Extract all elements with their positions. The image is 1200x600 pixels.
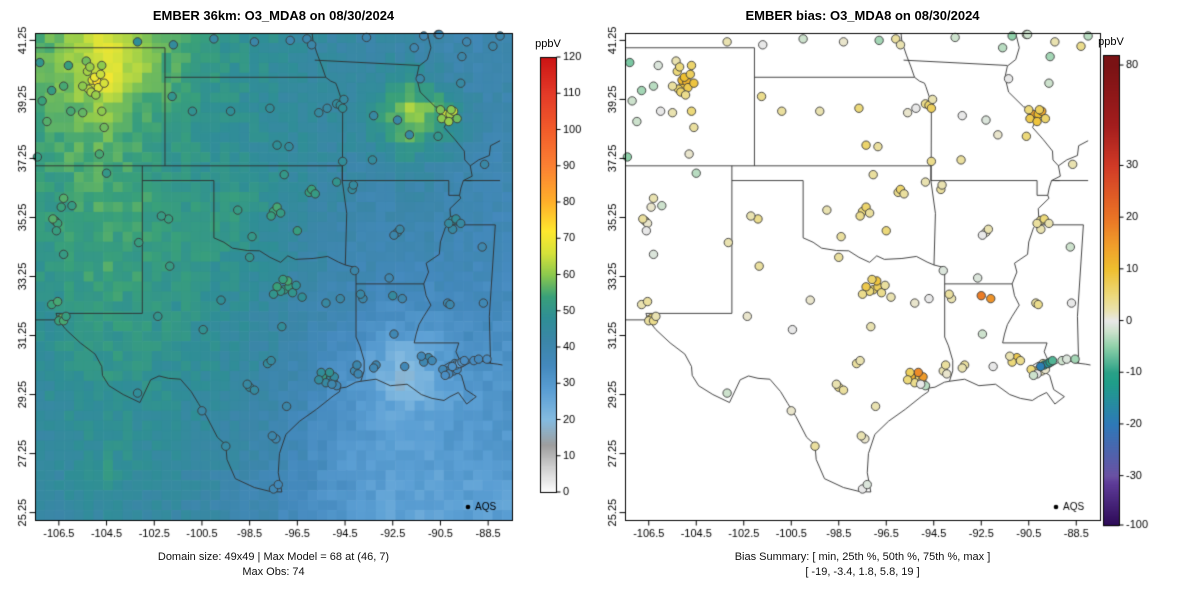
bias-colorbar-unit-label: ppbV xyxy=(1098,36,1124,48)
bias-caption-line2: [ -19, -3.4, 1.8, 5.8, 19 ] xyxy=(805,566,920,578)
model-caption-line2: Max Obs: 74 xyxy=(242,566,305,578)
model-caption-line1: Domain size: 49x49 | Max Model = 68 at (… xyxy=(157,551,390,563)
model-panel-title: EMBER 36km: O3_MDA8 on 08/30/2024 xyxy=(152,8,395,23)
model-colorbar-unit-label: ppbV xyxy=(535,38,561,50)
model-caption: Domain size: 49x49 | Max Model = 68 at (… xyxy=(35,550,512,580)
bias-caption-line1: Bias Summary: [ min, 25th %, 50th %, 75t… xyxy=(734,551,991,563)
bias-caption: Bias Summary: [ min, 25th %, 50th %, 75t… xyxy=(625,550,1100,580)
bias-panel-title: EMBER bias: O3_MDA8 on 08/30/2024 xyxy=(745,8,980,23)
